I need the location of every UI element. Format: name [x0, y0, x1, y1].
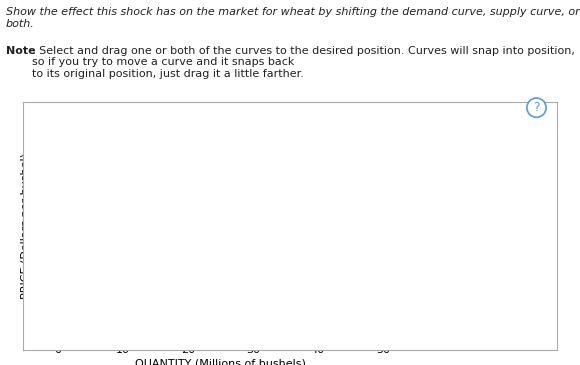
Text: Show the effect this shock has on the market for wheat by shifting the demand cu: Show the effect this shock has on the ma…	[6, 7, 579, 29]
Y-axis label: PRICE (Dollars per bushel): PRICE (Dollars per bushel)	[21, 153, 31, 299]
Text: Note: Note	[6, 46, 35, 55]
Text: : Select and drag one or both of the curves to the desired position. Curves will: : Select and drag one or both of the cur…	[32, 46, 575, 79]
Legend: Demand, Supply: Demand, Supply	[405, 127, 496, 180]
Text: Demand: Demand	[246, 267, 293, 277]
Text: ?: ?	[533, 101, 540, 114]
Text: Supply: Supply	[233, 180, 271, 190]
X-axis label: QUANTITY (Millions of bushels): QUANTITY (Millions of bushels)	[135, 359, 306, 365]
